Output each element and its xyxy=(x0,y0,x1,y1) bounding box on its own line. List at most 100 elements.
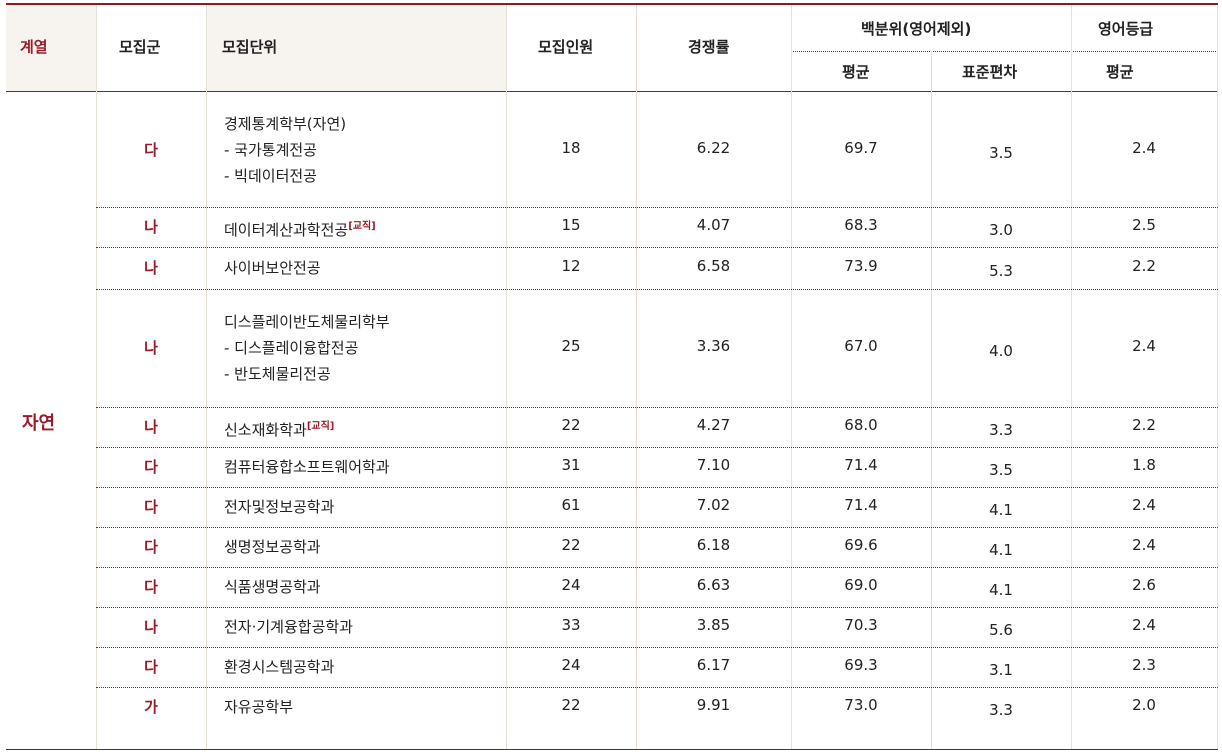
row-eng: 2.2 xyxy=(1132,257,1156,275)
row-divider xyxy=(96,567,1218,568)
row-sd: 3.0 xyxy=(989,221,1013,239)
header-subdivider xyxy=(791,51,1218,52)
row-group: 다 xyxy=(144,458,158,476)
header-english-avg: 평균 xyxy=(1106,63,1134,81)
row-ratio: 4.27 xyxy=(696,416,731,434)
header-bg-field xyxy=(6,5,96,91)
table-top-border xyxy=(6,3,1218,5)
row-sd: 3.1 xyxy=(989,661,1013,679)
row-sd: 5.6 xyxy=(989,621,1013,639)
header-group: 모집군 xyxy=(119,38,161,56)
header-bottom-border xyxy=(6,91,1218,92)
row-group: 다 xyxy=(144,538,158,556)
header-english: 영어등급 xyxy=(1098,20,1154,38)
row-eng: 2.4 xyxy=(1132,138,1156,157)
row-unit: 데이터계산과학전공[교직] xyxy=(224,214,376,243)
row-divider xyxy=(96,247,1218,248)
header-unit: 모집단위 xyxy=(222,38,278,56)
row-sd: 4.1 xyxy=(989,501,1013,519)
row-group: 나 xyxy=(144,418,158,436)
row-avg: 71.4 xyxy=(844,496,878,514)
row-eng: 2.0 xyxy=(1132,696,1156,714)
row-unit: 전자·기계융합공학과 xyxy=(224,614,353,640)
row-unit-tag: [교직] xyxy=(348,221,376,232)
row-sd: 4.1 xyxy=(989,581,1013,599)
row-unit: 생명정보공학과 xyxy=(224,534,321,560)
row-unit-line: 사이버보안전공 xyxy=(224,259,321,277)
row-sd: 5.3 xyxy=(989,262,1013,280)
table-bottom-border xyxy=(6,749,1218,750)
row-ratio: 3.85 xyxy=(696,616,731,634)
row-quota: 22 xyxy=(561,536,581,554)
row-unit-line: - 국가통계전공 xyxy=(224,140,317,159)
row-avg: 69.6 xyxy=(844,536,878,554)
row-ratio: 4.07 xyxy=(696,216,731,234)
row-group: 다 xyxy=(144,498,158,516)
row-quota: 33 xyxy=(561,616,581,634)
col-sep-2 xyxy=(206,5,207,750)
row-unit-line: 경제통계학부(자연) xyxy=(224,114,347,133)
row-unit: 사이버보안전공 xyxy=(224,255,321,281)
row-group: 다 xyxy=(144,140,158,159)
row-unit-line: 데이터계산과학전공[교직] xyxy=(224,221,376,239)
row-sd: 3.3 xyxy=(989,421,1013,439)
row-ratio: 6.22 xyxy=(696,138,731,157)
row-avg: 67.0 xyxy=(844,337,878,355)
row-quota: 22 xyxy=(561,696,581,714)
row-eng: 2.2 xyxy=(1132,416,1156,434)
row-quota: 31 xyxy=(561,456,581,474)
row-quota: 24 xyxy=(561,656,581,674)
row-ratio: 6.18 xyxy=(696,536,731,554)
row-divider xyxy=(96,527,1218,528)
row-unit: 자유공학부 xyxy=(224,694,293,720)
row-unit-line: 환경시스템공학과 xyxy=(224,658,335,676)
row-ratio: 7.10 xyxy=(696,456,731,474)
row-sd: 4.0 xyxy=(989,342,1013,360)
row-ratio: 6.63 xyxy=(696,576,731,594)
row-unit-tag: [교직] xyxy=(306,421,335,432)
admission-table: 계열 모집군 모집단위 모집인원 경쟁률 백분위(영어제외) 평균 표준편차 영… xyxy=(6,3,1218,750)
row-sd: 4.1 xyxy=(989,541,1013,559)
row-ratio: 6.58 xyxy=(696,257,731,275)
row-unit: 식품생명공학과 xyxy=(224,574,321,600)
row-unit-line: 신소재화학과[교직] xyxy=(224,421,335,439)
row-avg: 73.0 xyxy=(844,696,878,714)
row-divider xyxy=(96,447,1218,448)
row-avg: 70.3 xyxy=(844,616,878,634)
row-eng: 2.4 xyxy=(1132,536,1156,554)
row-ratio: 3.36 xyxy=(696,337,731,355)
row-avg: 73.9 xyxy=(844,257,878,275)
header-quota: 모집인원 xyxy=(538,38,594,56)
row-quota: 18 xyxy=(561,138,581,157)
row-divider xyxy=(96,487,1218,488)
row-avg: 68.0 xyxy=(844,416,878,434)
row-avg: 68.3 xyxy=(844,216,878,234)
row-quota: 22 xyxy=(561,416,581,434)
col-sep-6 xyxy=(931,51,932,750)
row-unit-line: - 반도체물리전공 xyxy=(224,365,331,383)
row-divider xyxy=(96,687,1218,688)
row-divider xyxy=(96,647,1218,648)
row-quota: 24 xyxy=(561,576,581,594)
row-unit: 신소재화학과[교직] xyxy=(224,414,334,443)
row-divider xyxy=(96,289,1218,290)
row-unit-line: 컴퓨터융합소프트웨어학과 xyxy=(224,458,390,476)
row-quota: 25 xyxy=(561,337,581,355)
header-field: 계열 xyxy=(20,38,48,56)
row-unit-line: - 디스플레이융합전공 xyxy=(224,339,359,357)
row-avg: 71.4 xyxy=(844,456,878,474)
row-avg: 69.7 xyxy=(844,138,878,157)
col-sep-4 xyxy=(636,5,637,750)
row-unit: 컴퓨터융합소프트웨어학과 xyxy=(224,454,390,480)
row-group: 다 xyxy=(144,578,158,596)
row-quota: 15 xyxy=(561,216,581,234)
row-unit-line: - 빅데이터전공 xyxy=(224,166,317,185)
row-eng: 2.4 xyxy=(1132,496,1156,514)
row-quota: 61 xyxy=(561,496,581,514)
row-eng: 2.5 xyxy=(1132,216,1156,234)
col-sep-5 xyxy=(791,5,792,750)
row-sd: 3.5 xyxy=(989,143,1013,162)
row-unit: 전자및정보공학과 xyxy=(224,494,334,520)
row-sd: 3.3 xyxy=(989,701,1013,719)
row-unit-line: 생명정보공학과 xyxy=(224,538,321,556)
